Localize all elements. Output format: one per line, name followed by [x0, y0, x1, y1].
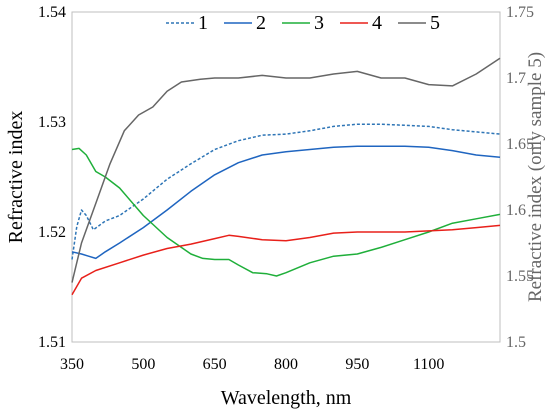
series-line-2 [71, 145, 501, 260]
series-lines [71, 57, 501, 296]
x-axis-ticks: 350 500 650 800 950 1100 [60, 356, 444, 373]
y2-tick-label: 1.6 [506, 202, 526, 219]
x-tick-label: 1100 [413, 356, 444, 373]
y-axis-ticks: 1.51 1.52 1.53 1.54 [38, 4, 66, 351]
y-tick-label: 1.52 [38, 224, 66, 241]
y2-tick-label: 1.65 [506, 136, 534, 153]
legend-label-3: 3 [314, 12, 324, 34]
legend-label-2: 2 [256, 12, 266, 34]
y2-tick-label: 1.75 [506, 4, 534, 21]
series-line-4 [71, 224, 501, 296]
legend-label-1: 1 [198, 12, 208, 34]
plot-area [71, 11, 501, 343]
series-line-3 [71, 147, 501, 277]
legend: 1 2 3 4 5 [166, 12, 440, 34]
x-tick-label: 350 [60, 356, 84, 373]
y2-tick-label: 1.7 [506, 70, 526, 87]
legend-label-4: 4 [372, 12, 382, 34]
x-axis-label: Wavelength, nm [221, 387, 352, 409]
y2-axis-ticks: 1.5 1.55 1.6 1.65 1.7 1.75 [506, 4, 534, 351]
y2-axis-label: Refractive index (only sample 5) [525, 52, 546, 302]
y-tick-label: 1.54 [38, 4, 66, 21]
x-tick-label: 950 [345, 356, 369, 373]
x-tick-label: 650 [203, 356, 227, 373]
y2-tick-label: 1.55 [506, 268, 534, 285]
x-tick-label: 500 [131, 356, 155, 373]
y-axis-label: Refractive index [5, 111, 27, 244]
series-line-1 [71, 123, 501, 260]
x-tick-label: 800 [274, 356, 298, 373]
y-tick-label: 1.51 [38, 334, 66, 351]
y-tick-label: 1.53 [38, 114, 66, 131]
legend-label-5: 5 [430, 12, 440, 34]
y2-tick-label: 1.5 [506, 334, 526, 351]
series-line-5 [71, 57, 501, 283]
